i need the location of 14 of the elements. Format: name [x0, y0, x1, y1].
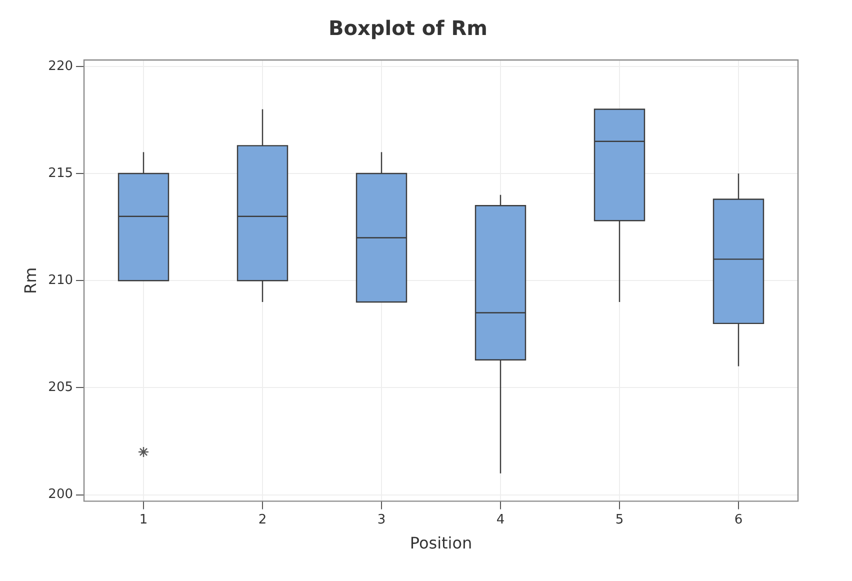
- y-tick-label: 205: [48, 380, 74, 396]
- y-tick-label: 210: [48, 272, 74, 288]
- y-tick-label: 220: [48, 58, 74, 74]
- y-axis-title: Rm: [20, 267, 40, 294]
- x-tick-label: 5: [615, 512, 624, 528]
- x-axis-title: Position: [410, 534, 472, 553]
- x-tick-label: 6: [734, 512, 743, 528]
- x-tick-label: 2: [258, 512, 267, 528]
- chart-title: Boxplot of Rm: [328, 16, 488, 40]
- x-tick-label: 4: [496, 512, 505, 528]
- y-tick-label: 200: [48, 487, 74, 502]
- y-tick-label: 215: [48, 166, 74, 181]
- x-tick-label: 3: [377, 512, 386, 528]
- x-tick-label: 1: [139, 512, 148, 528]
